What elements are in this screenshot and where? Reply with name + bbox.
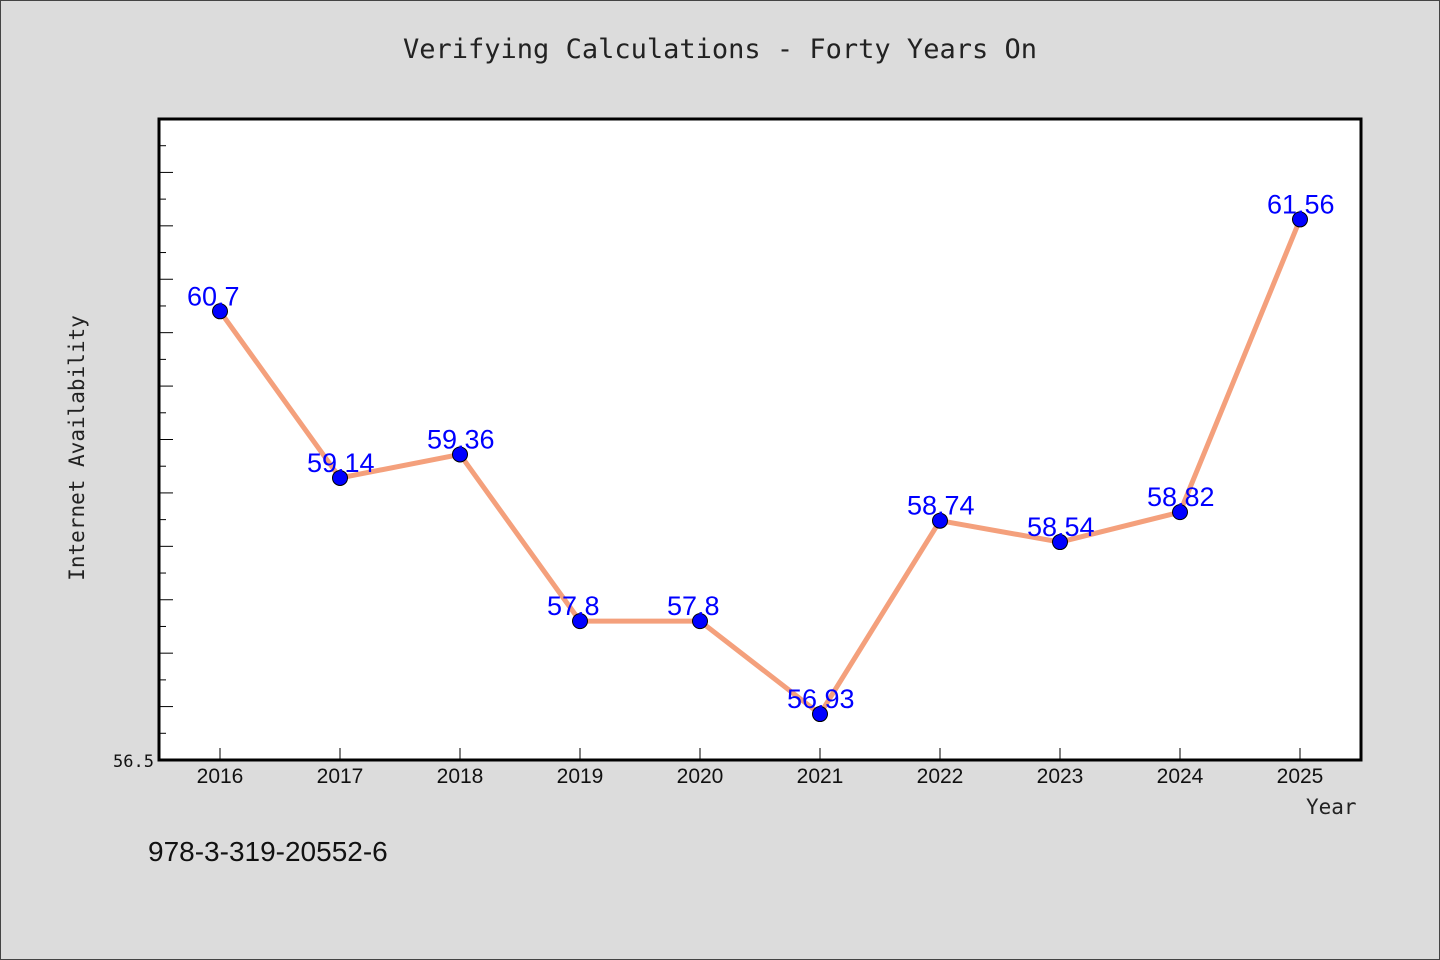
x-tick-label: 2021 (797, 765, 844, 788)
data-point-marker (212, 303, 228, 320)
x-axis-label: Year (1306, 795, 1357, 819)
x-tick-label: 2019 (557, 765, 604, 788)
data-label: 58.74 (907, 491, 975, 521)
data-label-layer: 60.7 59.14 59.36 57.8 57.8 56.93 58.74 58.54 58.… (187, 189, 1335, 714)
data-label: 59.14 (307, 448, 375, 478)
data-label: 57.8 (547, 591, 600, 621)
data-point-marker (692, 613, 708, 630)
y-tick-label: 56.5 (113, 752, 154, 772)
x-tick-labels: 2016 2017 2018 2019 2020 2021 2022 2023 2024 2025 (197, 765, 1324, 788)
data-label: 56.93 (787, 684, 855, 714)
x-tick-label: 2018 (437, 765, 484, 788)
x-tick-label: 2024 (1157, 765, 1204, 788)
data-point-marker (1292, 211, 1308, 228)
x-tick-label: 2017 (317, 765, 364, 788)
data-point-marker (932, 512, 948, 529)
x-tick-label: 2022 (917, 765, 964, 788)
y-axis-label: Internet Availability (65, 315, 89, 581)
data-marker-layer (212, 211, 1308, 723)
data-point-marker (572, 613, 588, 630)
x-tick-label: 2020 (677, 765, 724, 788)
data-point-marker (1052, 534, 1068, 551)
data-label: 59.36 (427, 424, 495, 454)
data-label: 61.56 (1267, 189, 1335, 219)
data-point-marker (1172, 504, 1188, 521)
data-label: 60.7 (187, 281, 240, 311)
data-label: 58.54 (1027, 512, 1095, 542)
series-line-layer (217, 218, 1303, 717)
x-tick-label: 2016 (197, 765, 244, 788)
data-label: 57.8 (667, 591, 720, 621)
data-label: 58.82 (1147, 482, 1215, 512)
x-tick-label: 2025 (1277, 765, 1324, 788)
data-point-marker (332, 469, 348, 486)
data-point-marker (452, 446, 468, 463)
plot-border (157, 117, 1363, 762)
y-tick-labels: 56.5 (113, 752, 154, 772)
series-line (217, 218, 1303, 717)
isbn-text: 978-3-319-20552-6 (148, 836, 388, 867)
data-point-marker (812, 706, 828, 723)
chart-title: Verifying Calculations - Forty Years On (403, 34, 1037, 65)
plot-area (159, 119, 1361, 760)
x-tick-label: 2023 (1037, 765, 1084, 788)
